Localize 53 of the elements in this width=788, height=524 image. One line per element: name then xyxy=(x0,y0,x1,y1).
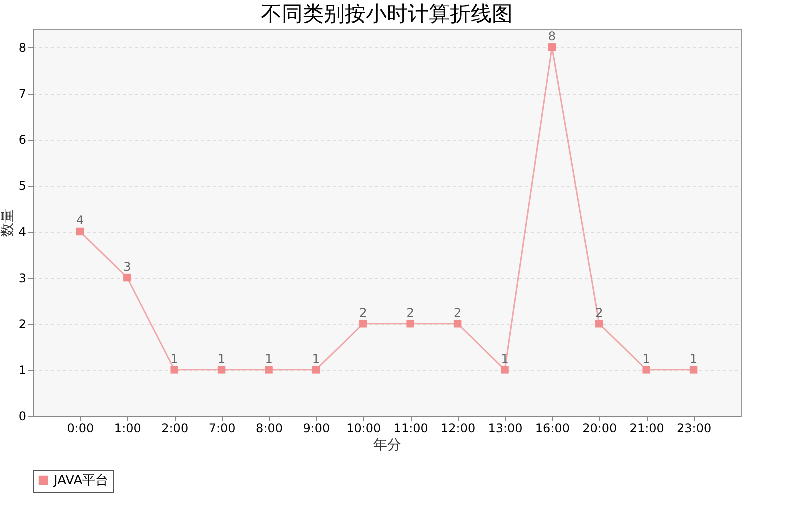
x-tick-label: 0:00 xyxy=(67,422,94,436)
data-label: 2 xyxy=(454,306,462,320)
point xyxy=(454,320,462,328)
point xyxy=(690,366,698,374)
point xyxy=(501,366,509,374)
data-label: 8 xyxy=(548,29,556,44)
x-tick-label: 16:00 xyxy=(535,422,570,436)
y-tick-label: 0 xyxy=(18,410,26,424)
data-label: 1 xyxy=(690,352,698,366)
x-tick-label: 13:00 xyxy=(488,422,523,436)
x-tick-label: 11:00 xyxy=(394,422,428,436)
data-label: 1 xyxy=(265,352,273,366)
point xyxy=(312,366,320,374)
point xyxy=(76,228,84,236)
y-tick-label: 8 xyxy=(18,40,26,55)
data-label: 1 xyxy=(642,352,650,366)
point xyxy=(360,320,368,328)
data-label: 1 xyxy=(218,352,226,366)
chart-title: 不同类别按小时计算折线图 xyxy=(261,2,513,26)
y-tick-label: 6 xyxy=(18,133,26,148)
x-tick-label: 1:00 xyxy=(114,422,142,436)
x-tick-label: 20:00 xyxy=(582,422,618,436)
x-tick-label: 9:00 xyxy=(303,422,330,436)
y-axis-title: 数量 xyxy=(0,209,16,237)
point xyxy=(406,320,414,328)
x-axis-title: 年分 xyxy=(374,438,402,454)
data-label: 2 xyxy=(360,306,368,320)
y-tick-label: 7 xyxy=(18,87,26,101)
y-tick-label: 4 xyxy=(18,225,26,240)
x-tick-label: 2:00 xyxy=(162,422,189,436)
data-label: 3 xyxy=(124,260,132,274)
point xyxy=(124,274,132,282)
legend-label: JAVA平台 xyxy=(53,474,109,488)
y-tick-label: 3 xyxy=(18,271,26,286)
data-label: 2 xyxy=(406,306,414,320)
point xyxy=(642,366,650,374)
y-tick-label: 1 xyxy=(18,363,26,378)
x-tick-label: 10:00 xyxy=(346,422,382,436)
data-label: 4 xyxy=(76,214,84,228)
point xyxy=(170,366,178,374)
data-label: 1 xyxy=(312,352,320,366)
x-tick-label: 7:00 xyxy=(208,422,236,436)
y-tick-label: 2 xyxy=(18,317,26,332)
x-tick-label: 21:00 xyxy=(630,422,664,436)
y-tick-label: 5 xyxy=(18,179,26,194)
x-tick-label: 8:00 xyxy=(256,422,283,436)
point xyxy=(548,44,556,52)
point xyxy=(218,366,226,374)
x-tick-label: 23:00 xyxy=(677,422,712,436)
point xyxy=(265,366,273,374)
data-label: 1 xyxy=(170,352,178,366)
x-tick-label: 12:00 xyxy=(441,422,476,436)
point xyxy=(596,320,604,328)
